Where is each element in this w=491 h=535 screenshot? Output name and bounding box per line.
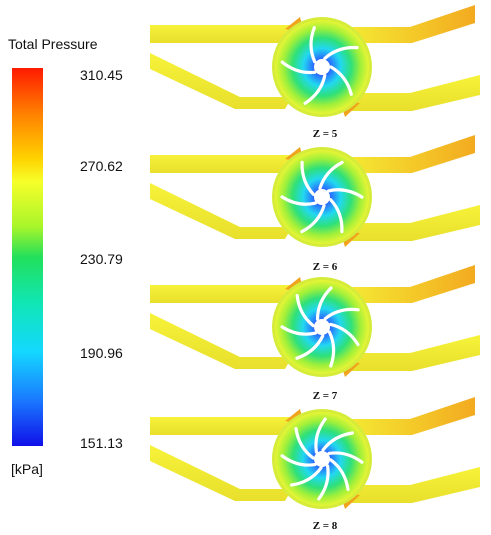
panel-label-2: Z = 6 bbox=[312, 261, 338, 273]
duct-upper-right bbox=[352, 5, 475, 43]
duct-upper-left bbox=[150, 285, 300, 303]
pressure-colorbar bbox=[12, 68, 43, 446]
impeller-blade bbox=[280, 325, 317, 336]
impeller-hub bbox=[314, 189, 330, 205]
legend-tick-3: 190.96 bbox=[80, 345, 123, 361]
impeller-blade bbox=[295, 334, 325, 360]
pump-panel-1 bbox=[150, 5, 480, 117]
impeller-blade bbox=[303, 74, 327, 105]
duct-lower-left bbox=[150, 183, 292, 239]
impeller-blade bbox=[280, 454, 317, 467]
impeller-blade bbox=[329, 65, 353, 96]
impeller-blade bbox=[280, 60, 317, 75]
pump-panel-3 bbox=[150, 265, 480, 377]
panel-label-4: Z = 8 bbox=[312, 520, 338, 532]
duct-upper-left bbox=[150, 417, 300, 435]
legend-unit: [kPa] bbox=[11, 461, 43, 477]
impeller-blade bbox=[290, 466, 323, 487]
impeller-blade bbox=[295, 294, 315, 328]
duct-lower-right bbox=[350, 205, 480, 241]
impeller-blade bbox=[314, 417, 327, 454]
impeller-blade bbox=[300, 160, 315, 196]
impeller-blade bbox=[327, 188, 364, 199]
legend-tick-1: 270.62 bbox=[80, 158, 123, 174]
impeller-blade bbox=[329, 458, 350, 491]
legend-title: Total Pressure bbox=[8, 36, 98, 52]
impeller-blade bbox=[300, 204, 326, 234]
impeller-hub bbox=[314, 319, 330, 335]
legend-tick-4: 151.13 bbox=[80, 435, 123, 451]
impeller-hub bbox=[314, 59, 330, 75]
impeller-blade bbox=[321, 431, 354, 452]
legend-tick-2: 230.79 bbox=[80, 251, 123, 267]
panel-label-3: Z = 7 bbox=[312, 390, 338, 402]
duct-lower-right bbox=[350, 467, 480, 503]
impeller-blade bbox=[318, 160, 344, 190]
impeller-blade bbox=[327, 330, 336, 368]
impeller-blade bbox=[329, 198, 344, 234]
duct-upper-right bbox=[352, 135, 475, 173]
duct-lower-right bbox=[350, 75, 480, 111]
duct-upper-left bbox=[150, 155, 300, 173]
duct-lower-left bbox=[150, 445, 292, 501]
duct-lower-left bbox=[150, 313, 292, 369]
impeller-blade bbox=[280, 195, 317, 206]
duct-upper-right bbox=[352, 397, 475, 435]
impeller-blade bbox=[294, 427, 315, 460]
pump-panel-4 bbox=[150, 397, 480, 509]
duct-upper-left bbox=[150, 25, 300, 43]
impeller-blade bbox=[327, 451, 364, 464]
duct-upper-right bbox=[352, 265, 475, 303]
duct-lower-left bbox=[150, 53, 292, 109]
legend-tick-0: 310.45 bbox=[80, 67, 123, 83]
impeller-blade bbox=[317, 464, 330, 501]
impeller-blade bbox=[323, 45, 359, 60]
pump-panel-2 bbox=[150, 135, 480, 247]
impeller-hub bbox=[314, 451, 330, 467]
impeller-blade bbox=[315, 286, 333, 321]
impeller-blade bbox=[323, 307, 360, 321]
duct-lower-right bbox=[350, 335, 480, 371]
panel-label-1: Z = 5 bbox=[312, 128, 338, 140]
impeller-blade bbox=[309, 26, 317, 64]
impeller-blade bbox=[329, 322, 360, 347]
